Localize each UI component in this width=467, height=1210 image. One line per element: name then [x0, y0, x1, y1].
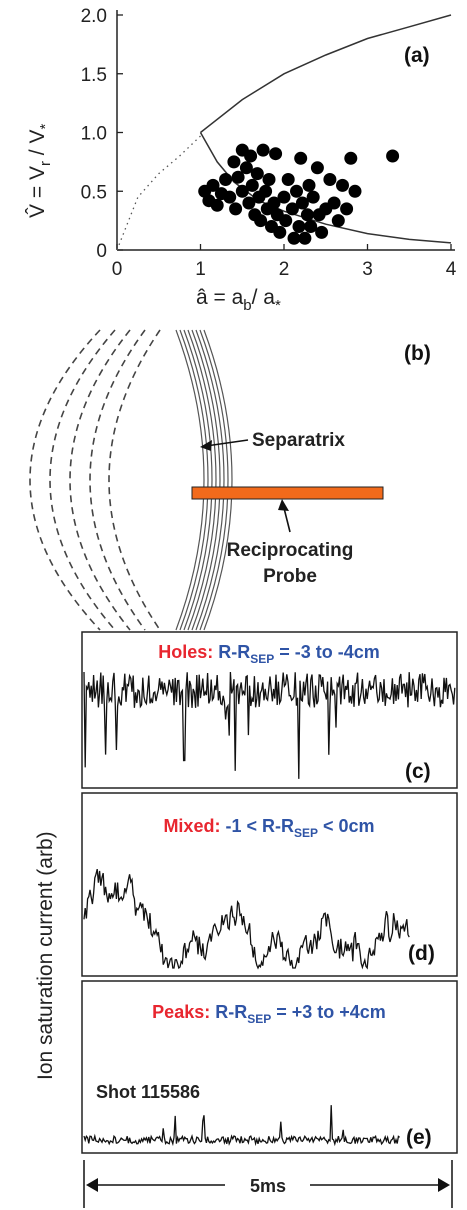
panel-a-scatter: 0 1 2 3 4 0 0.5 1.0 1.5 2.0 (a) â = ab/ a* V̂ = V… [26, 6, 457, 314]
scatter-point [315, 225, 329, 239]
panel-c-frame [81, 631, 458, 789]
y-tick-label: 1.0 [81, 124, 107, 145]
probe-label-line2: Probe [263, 566, 317, 587]
scatter-point [239, 161, 253, 175]
scatter-point [250, 167, 264, 181]
scatter-point [327, 196, 341, 210]
span-right-arrowhead [438, 1178, 450, 1192]
scatter-point [292, 220, 306, 233]
scatter-point [298, 231, 312, 245]
separatrix-band [175, 329, 233, 631]
scatter-point [306, 190, 320, 204]
x-tick-label: 2 [279, 259, 290, 280]
scatter-point [295, 196, 309, 210]
separatrix-arrow-head [200, 440, 212, 451]
probe-label-line1: Reciprocating [227, 540, 354, 561]
panel-a-tag: (a) [404, 44, 430, 67]
scatter-point [210, 198, 224, 212]
time-span-label: 5ms [250, 1176, 286, 1196]
scatter-point [290, 184, 303, 198]
scatter-point [256, 143, 270, 157]
scatter-point [259, 184, 273, 198]
y-tick-label: 2.0 [81, 6, 107, 27]
trace-panels: Holes: R-RSEP = -3 to -4cm (c) Mixed: -1… [34, 631, 458, 1208]
trace-e [83, 1105, 400, 1147]
x-tick-label: 4 [446, 259, 457, 280]
flux-surfaces [29, 329, 161, 631]
panel-c-title: Holes: R-RSEP = -3 to -4cm [158, 642, 380, 666]
scatter-point [386, 149, 400, 163]
scatter-point [287, 231, 301, 245]
scatter-point [348, 184, 362, 198]
trace-d [83, 868, 410, 970]
lower-curve [199, 132, 452, 244]
panel-d-frame [81, 792, 458, 977]
scatter-point [273, 225, 287, 239]
scatter-point [281, 173, 295, 186]
scatter-point [294, 151, 308, 165]
panel-e-title: Peaks: R-RSEP = +3 to +4cm [152, 1002, 386, 1026]
scatter-point [235, 184, 249, 198]
scatter-point [323, 173, 337, 186]
y-tick-label: 1.5 [81, 65, 107, 86]
shot-number: Shot 115586 [96, 1082, 200, 1102]
panel-e-frame [81, 980, 458, 1154]
probe-arrow-head [278, 499, 289, 511]
scatter-point [229, 202, 243, 216]
panel-d-title: Mixed: -1 < R-RSEP < 0cm [163, 816, 374, 840]
y-tick-label: 0.5 [81, 182, 107, 203]
scatter-point [244, 149, 258, 163]
span-left-arrowhead [86, 1178, 98, 1192]
scatter-point [331, 214, 345, 228]
scatter-point [304, 220, 318, 233]
scatter-points [198, 143, 400, 245]
scatter-point [227, 155, 241, 169]
scatter-point [279, 214, 293, 228]
scatter-point [254, 214, 268, 228]
scatter-point [310, 161, 324, 175]
x-tick-label: 3 [362, 259, 373, 280]
separatrix-arrow [205, 439, 249, 447]
panel-a-x-label: â = ab/ a* [196, 286, 281, 314]
scatter-point [269, 147, 283, 161]
separatrix-label: Separatrix [252, 430, 345, 451]
scatter-point [206, 178, 220, 192]
dotted-curve [116, 135, 201, 251]
scatter-point [285, 202, 299, 216]
scatter-point [223, 190, 237, 204]
scatter-point [277, 190, 291, 204]
panel-b-schematic: (b) Separatrix Reciprocating Probe [29, 329, 431, 631]
scatter-point [340, 202, 354, 216]
scatter-point [231, 170, 245, 184]
panel-c-tag: (c) [405, 760, 431, 783]
x-tick-label: 1 [195, 259, 206, 280]
scatter-point [245, 178, 259, 192]
panel-e-tag: (e) [406, 1126, 432, 1149]
panel-a-ticks: 0 1 2 3 4 0 0.5 1.0 1.5 2.0 [81, 6, 457, 280]
panel-a-y-label: V̂ = Vr / V* [26, 124, 54, 218]
panel-b-tag: (b) [404, 342, 431, 365]
scatter-point [302, 178, 316, 192]
probe-bar [191, 486, 384, 500]
scatter-point [336, 178, 349, 192]
ion-saturation-ylabel: Ion saturation current (arb) [34, 831, 57, 1080]
scatter-point [242, 196, 256, 210]
panel-d-tag: (d) [408, 942, 435, 965]
scatter-point [300, 208, 314, 222]
trace-c [83, 671, 456, 779]
scatter-point [344, 151, 358, 165]
x-tick-label: 0 [112, 259, 123, 280]
y-tick-label: 0 [96, 241, 107, 262]
scatter-point [219, 173, 233, 186]
upper-curve [200, 14, 452, 134]
scatter-point [262, 173, 276, 186]
scatter-point [267, 196, 281, 210]
